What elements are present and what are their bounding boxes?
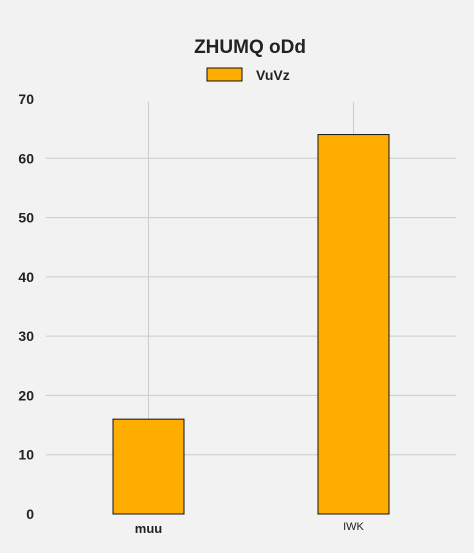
y-tick-label: 50	[18, 210, 34, 226]
x-tick-label: muu	[135, 521, 163, 536]
y-axis-ticks: 0 10 20 30 40 50 60 70	[18, 91, 34, 522]
bar-muu	[112, 418, 185, 515]
y-tick-label: 40	[18, 269, 34, 285]
x-axis-ticks: muu IWK	[135, 521, 365, 536]
legend-swatch	[206, 67, 243, 82]
legend: VuVz	[206, 67, 290, 83]
bars	[112, 134, 390, 515]
y-tick-label: 0	[26, 506, 34, 522]
y-tick-label: 10	[18, 447, 34, 463]
x-tick-label: IWK	[343, 521, 364, 533]
y-tick-label: 20	[18, 387, 34, 403]
y-tick-label: 70	[18, 91, 34, 107]
legend-label: VuVz	[256, 67, 290, 83]
chart-title: ZHUMQ oDd	[194, 37, 306, 58]
grid-lines	[46, 102, 456, 514]
y-tick-label: 60	[18, 150, 34, 166]
bar-iwk	[317, 134, 390, 515]
y-tick-label: 30	[18, 328, 34, 344]
